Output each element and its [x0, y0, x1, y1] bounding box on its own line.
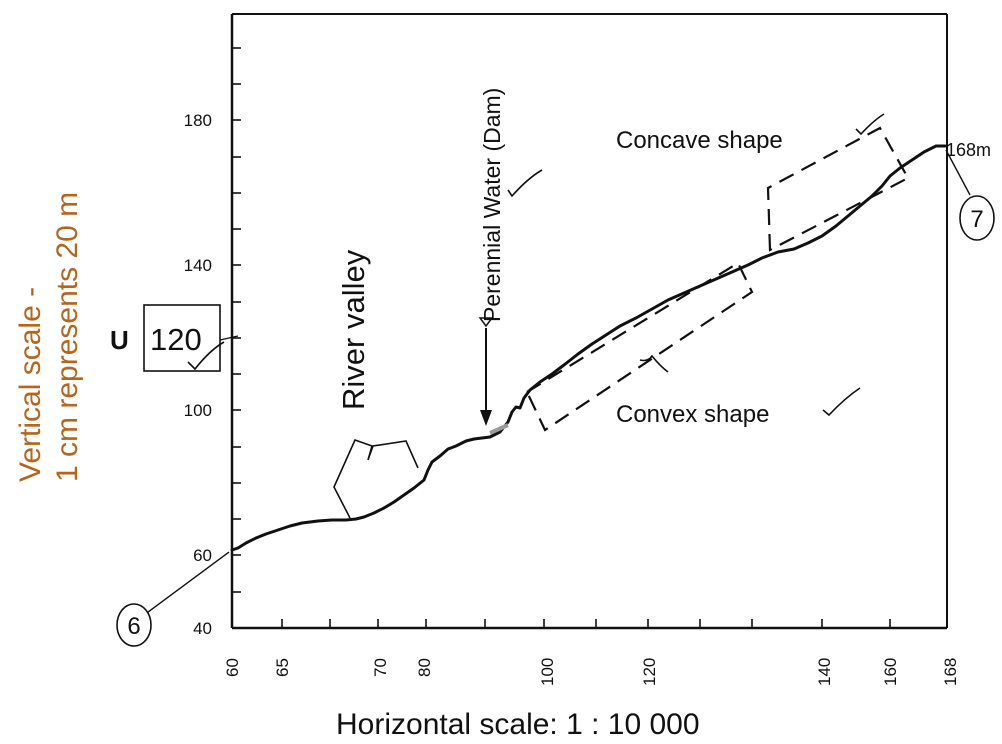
end-pointer-line [945, 149, 971, 196]
check-mark-icon [187, 341, 225, 371]
circle-label-icon [959, 195, 995, 241]
x-tick-label: 100 [538, 658, 557, 686]
boxed-value-frame [143, 304, 221, 372]
check-mark-icon [855, 113, 885, 136]
x-tick-label: 140 [815, 658, 834, 686]
concave-shape-box [766, 126, 910, 252]
y-tick-label: 100 [184, 401, 212, 420]
u-letter: U [110, 325, 129, 355]
y-tick-labels: 40 60 100 140 180 [184, 111, 212, 638]
start-point-label: 6 [127, 613, 140, 640]
convex-shape-label: Convex shape [616, 401, 769, 428]
convex-shape-box [525, 261, 754, 432]
x-tick-label: 65 [273, 658, 292, 677]
x-tick-label: 60 [223, 658, 242, 677]
perennial-water-label: Perennial Water (Dam) [479, 88, 505, 322]
convex-bracket [639, 354, 669, 373]
concave-shape-label: Concave shape [616, 127, 783, 154]
y-tick-label: 60 [193, 546, 212, 565]
circle-label-icon [116, 603, 152, 647]
plot-frame [230, 13, 948, 630]
end-point-label: 7 [970, 206, 983, 233]
y-tick-label: 40 [193, 619, 212, 638]
boxed-value: 120 [150, 322, 202, 357]
x-tick-marks [231, 619, 948, 628]
y-axis-label-line1: Vertical scale - [14, 287, 47, 482]
x-tick-label: 168 [941, 658, 960, 686]
end-height-label: 168m [946, 140, 991, 160]
pointer-line [219, 335, 239, 341]
x-tick-label: 160 [881, 658, 900, 686]
check-mark-icon [822, 387, 861, 417]
x-tick-label: 70 [371, 658, 390, 677]
dam-water-mark [489, 423, 509, 435]
y-tick-label: 140 [184, 256, 212, 275]
x-tick-label: 120 [640, 658, 659, 686]
river-valley-label: River valley [336, 249, 371, 410]
profile-line [230, 144, 947, 552]
arrow-down-icon [478, 317, 494, 426]
y-tick-marks [232, 47, 241, 629]
start-pointer-line [147, 551, 230, 613]
x-tick-label: 80 [415, 658, 434, 677]
check-mark-icon [507, 169, 543, 198]
x-axis-label: Horizontal scale: 1 : 10 000 [336, 708, 700, 741]
y-axis-label-line2: 1 cm represents 20 m [51, 192, 84, 482]
y-tick-label: 180 [184, 111, 212, 130]
river-valley-bracket [333, 439, 419, 519]
x-tick-labels: 60 65 70 80 100 120 140 160 168 [223, 658, 960, 686]
